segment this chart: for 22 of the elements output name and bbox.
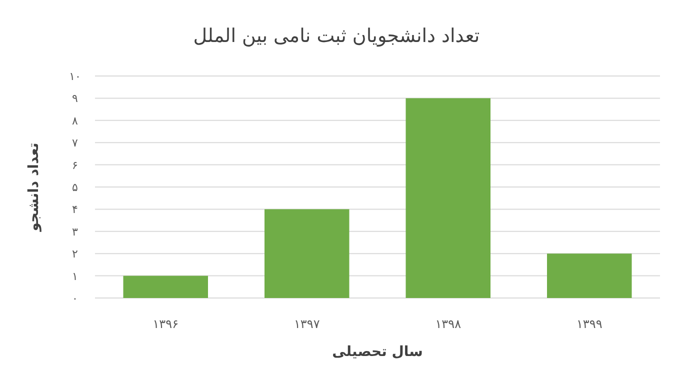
y-tick-label: ۶ <box>72 158 78 172</box>
y-tick-label: ۳ <box>72 225 78 238</box>
y-tick-label: ۴ <box>72 203 78 216</box>
y-tick-label: ۱ <box>72 270 78 283</box>
bar <box>264 209 350 298</box>
y-tick-label: ۰ <box>72 292 78 305</box>
bar <box>547 254 632 298</box>
y-tick-label: ۷ <box>72 136 78 150</box>
y-tick-label: ۵ <box>72 181 78 194</box>
x-tick-label: ۱۳۹۹ <box>576 317 602 331</box>
y-tick-label: ۱۰ <box>69 70 81 83</box>
bar <box>406 98 490 298</box>
y-axis-title: تعداد دانشجو <box>26 142 42 232</box>
x-tick-label: ۱۳۹۸ <box>435 317 462 331</box>
x-tick-label: ۱۳۹۶ <box>152 317 179 331</box>
bar <box>123 276 208 298</box>
y-tick-label: ۲ <box>72 248 78 261</box>
x-tick-label: ۱۳۹۷ <box>294 317 320 331</box>
chart-title: تعداد دانشجویان ثبت نامی بین الملل <box>193 25 480 47</box>
y-tick-label: ۹ <box>72 92 78 106</box>
y-tick-label: ۸ <box>72 114 78 128</box>
x-axis-title: سال تحصیلی <box>332 344 423 360</box>
